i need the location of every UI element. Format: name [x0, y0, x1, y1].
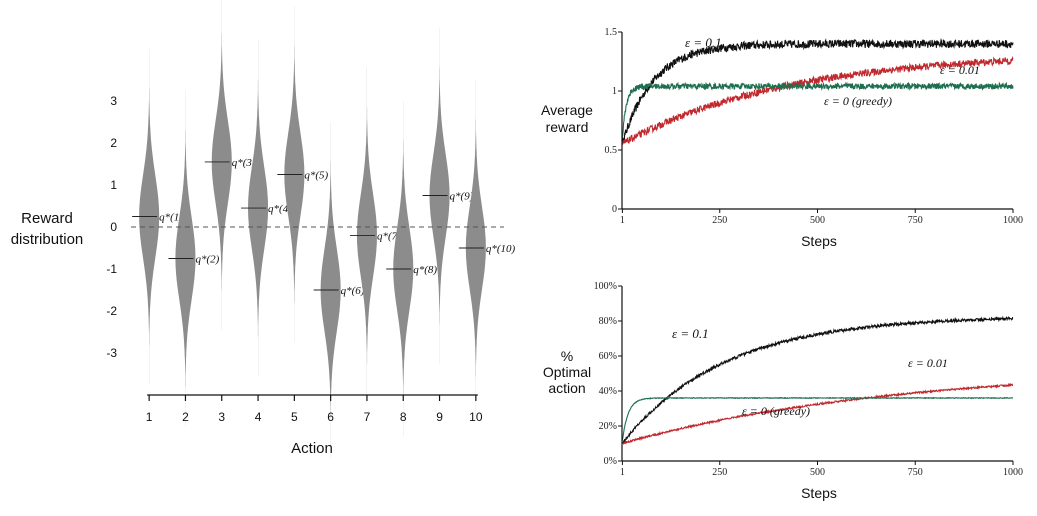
- optimal-label-eps-0.01: ε = 0.01: [908, 356, 948, 370]
- violin-ytick-label: 3: [110, 94, 117, 108]
- reward-ytick-label: 1: [612, 86, 617, 97]
- reward-xtick-label: 500: [810, 215, 825, 226]
- mean-label-action-6: q*(6): [341, 285, 365, 297]
- violin-xtick-label: 9: [436, 410, 443, 424]
- optimal-action-chart: % Optimal action Steps 0% 20% 40% 60% 80% 100…: [543, 281, 1023, 501]
- reward-xtick-label: 250: [712, 215, 727, 226]
- violin-ytick-label: 2: [110, 136, 117, 150]
- violin-xtick-label: 2: [182, 410, 189, 424]
- violin-xtick-label: 1: [146, 410, 153, 424]
- optimal-label-eps-0.1: ε = 0.1: [672, 326, 709, 341]
- reward-xtick-label: 1000: [1003, 215, 1023, 226]
- optimal-xtick-label: 250: [712, 467, 727, 478]
- reward-series-line-0: [621, 37, 1014, 145]
- optimal-xtick-label: 750: [908, 467, 923, 478]
- optimal-ytick-label: 60%: [599, 351, 617, 362]
- optimal-ylabel-line1: %: [561, 348, 573, 364]
- reward-xlabel: Steps: [801, 233, 837, 249]
- optimal-ytick-label: 40%: [599, 386, 617, 397]
- optimal-label-eps-0: ε = 0 (greedy): [742, 404, 810, 418]
- reward-ylabel-line2: reward: [546, 119, 589, 135]
- reward-ytick-label: 1.5: [605, 27, 618, 38]
- optimal-xtick-label: 1000: [1003, 467, 1023, 478]
- violin-xtick-label: 6: [327, 410, 334, 424]
- reward-series-line-2: [621, 81, 1014, 139]
- mean-label-action-7: q*(7): [377, 230, 401, 242]
- average-reward-chart: Average reward Steps 0 0.5 1 1.5 1 250 500 750 1…: [541, 27, 1023, 249]
- optimal-series-line-1: [622, 382, 1014, 445]
- violin-ytick-label: 0: [110, 220, 117, 234]
- violin-xtick-label: 10: [469, 410, 483, 424]
- violin-xtick-label: 7: [364, 410, 371, 424]
- optimal-ytick-label: 20%: [599, 421, 617, 432]
- reward-xtick-label: 1: [620, 215, 625, 226]
- mean-label-action-5: q*(5): [304, 170, 328, 182]
- violin-xtick-label: 5: [291, 410, 298, 424]
- optimal-ytick-label: 0%: [604, 456, 617, 467]
- reward-xtick-label: 750: [908, 215, 923, 226]
- violin-xtick-label: 8: [400, 410, 407, 424]
- reward-ytick-label: 0: [612, 204, 617, 215]
- violin-ytick-label: -3: [106, 346, 117, 360]
- violin-xtick-label: 4: [255, 410, 262, 424]
- violin-ytick-label: -1: [106, 262, 117, 276]
- optimal-ytick-label: 100%: [594, 281, 617, 292]
- optimal-ytick-label: 80%: [599, 316, 617, 327]
- violin-xtick-label: 3: [218, 410, 225, 424]
- violin-ylabel-line2: distribution: [11, 231, 84, 248]
- violin-ylabel-line1: Reward: [21, 210, 73, 227]
- violin-ytick-label: 1: [110, 178, 117, 192]
- optimal-ylabel-line2: Optimal: [543, 364, 591, 380]
- reward-ylabel-line1: Average: [541, 102, 593, 118]
- optimal-series-line-2: [621, 396, 1013, 441]
- violin-xlabel: Action: [291, 440, 333, 457]
- mean-label-action-8: q*(8): [413, 264, 437, 276]
- optimal-series-line-0: [622, 315, 1014, 444]
- reward-label-eps-0.1: ε = 0.1: [685, 35, 722, 50]
- mean-label-action-9: q*(9): [450, 191, 474, 203]
- reward-label-eps-0.01: ε = 0.01: [940, 63, 980, 77]
- reward-label-eps-0: ε = 0 (greedy): [824, 94, 892, 108]
- mean-label-action-2: q*(2): [195, 254, 219, 266]
- optimal-ylabel-line3: action: [548, 380, 585, 396]
- reward-ytick-label: 0.5: [605, 145, 618, 156]
- mean-label-action-3: q*(3): [232, 157, 256, 169]
- violin-action-3: [211, 0, 232, 330]
- optimal-xtick-label: 1: [620, 467, 625, 478]
- optimal-xlabel: Steps: [801, 485, 837, 501]
- mean-label-action-1: q*(1): [159, 212, 183, 224]
- reward-series-line-1: [621, 55, 1014, 146]
- mean-label-action-10: q*(10): [486, 243, 516, 255]
- optimal-xtick-label: 500: [810, 467, 825, 478]
- mean-label-action-4: q*(4): [268, 203, 292, 215]
- violin-ytick-label: -2: [106, 304, 117, 318]
